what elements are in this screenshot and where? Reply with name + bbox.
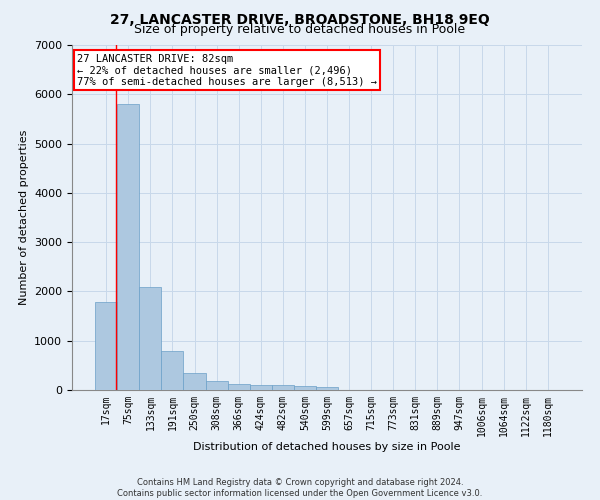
Text: 27, LANCASTER DRIVE, BROADSTONE, BH18 9EQ: 27, LANCASTER DRIVE, BROADSTONE, BH18 9E…: [110, 12, 490, 26]
X-axis label: Distribution of detached houses by size in Poole: Distribution of detached houses by size …: [193, 442, 461, 452]
Bar: [117, 104, 139, 390]
Bar: [161, 350, 184, 390]
Bar: [272, 386, 294, 390]
Text: 27 LANCASTER DRIVE: 82sqm
← 22% of detached houses are smaller (2,496)
77% of se: 27 LANCASTER DRIVE: 82sqm ← 22% of detac…: [77, 54, 377, 87]
Text: Contains HM Land Registry data © Crown copyright and database right 2024.
Contai: Contains HM Land Registry data © Crown c…: [118, 478, 482, 498]
Bar: [139, 288, 161, 390]
Bar: [250, 385, 272, 390]
Bar: [184, 373, 206, 390]
Text: Size of property relative to detached houses in Poole: Size of property relative to detached ho…: [134, 22, 466, 36]
Bar: [294, 386, 316, 390]
Bar: [227, 384, 250, 390]
Bar: [206, 380, 227, 390]
Bar: [95, 302, 117, 390]
Bar: [316, 386, 338, 390]
Y-axis label: Number of detached properties: Number of detached properties: [19, 130, 29, 305]
